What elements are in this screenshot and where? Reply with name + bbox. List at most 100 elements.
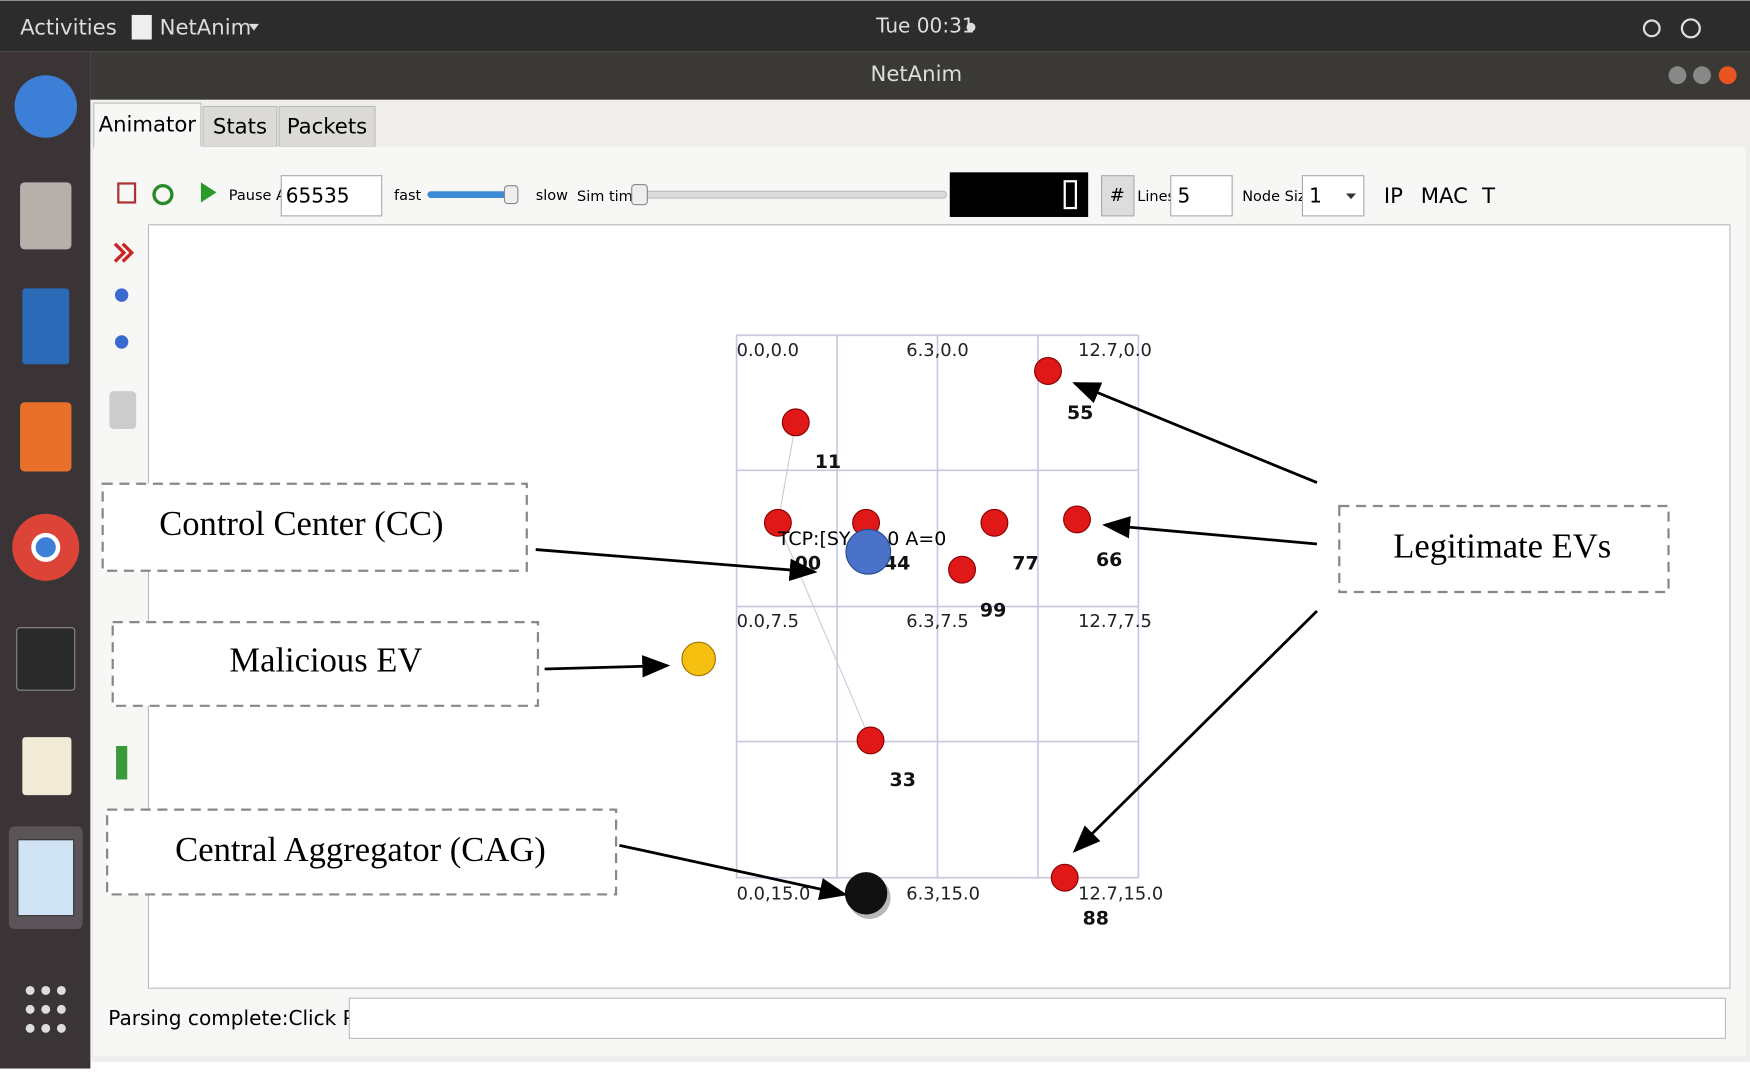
launcher-writer[interactable] — [22, 288, 70, 365]
grid-label: 12.7,0.0 — [1078, 340, 1152, 361]
close-button[interactable] — [1718, 66, 1737, 85]
menu-caret — [248, 23, 259, 31]
app-menu[interactable]: NetAnim — [160, 14, 252, 39]
top-bar — [0, 0, 1750, 52]
status-text: Parsing complete:Click Play — [108, 1006, 384, 1030]
battery-tool[interactable] — [116, 745, 128, 780]
node-size-label: Node Size — [1242, 189, 1314, 205]
window-title: NetAnim — [870, 61, 962, 86]
speed-handle[interactable] — [503, 185, 519, 205]
zoom-in[interactable] — [114, 288, 129, 302]
tab-label: Packets — [287, 114, 367, 139]
annotation: Malicious EV — [229, 641, 422, 679]
volume-icon[interactable] — [1642, 19, 1661, 38]
lines-label: Lines — [1137, 189, 1175, 205]
open-button[interactable] — [117, 182, 137, 204]
time-slider[interactable] — [635, 190, 947, 199]
aggregator-node[interactable] — [844, 872, 888, 915]
minimize-button[interactable] — [1668, 66, 1687, 85]
clock[interactable]: Tue 00:31 — [875, 14, 975, 38]
launcher-netanim[interactable] — [17, 839, 75, 917]
link — [777, 422, 797, 523]
grid-button[interactable] — [1101, 175, 1135, 217]
annotation-boxes — [101, 482, 1670, 896]
grid-label: 6.3,7.5 — [906, 611, 968, 632]
tab-label: Stats — [213, 114, 267, 139]
launcher-terminal[interactable] — [16, 627, 76, 691]
maximize-button[interactable] — [1693, 66, 1711, 85]
side-tool[interactable] — [113, 242, 135, 263]
node-label: 77 — [1012, 553, 1038, 575]
reload-button[interactable] — [152, 184, 174, 206]
launcher-store[interactable] — [20, 402, 72, 472]
pause-at-value: 65535 — [286, 183, 350, 207]
mac-button[interactable]: MAC — [1421, 183, 1468, 208]
node-label: 66 — [1096, 549, 1122, 571]
ev-node[interactable] — [856, 726, 885, 755]
ev-node[interactable] — [948, 555, 977, 584]
grid-label: 0.0,7.5 — [737, 611, 799, 632]
ev-node[interactable] — [980, 508, 1009, 537]
status-input[interactable] — [348, 997, 1727, 1039]
node-label: 11 — [815, 451, 841, 473]
node-label: 55 — [1067, 402, 1093, 424]
node-size-value: 1 — [1309, 183, 1322, 207]
play-button[interactable] — [200, 182, 217, 203]
speed-slider[interactable] — [427, 191, 517, 199]
pause-at-input[interactable] — [280, 175, 383, 217]
ev-node[interactable] — [763, 508, 792, 537]
packet-label: TCP:[SY — [777, 528, 851, 550]
app-icon — [131, 14, 152, 40]
combo-caret — [1345, 193, 1357, 200]
time-digit — [1063, 180, 1078, 210]
annotation: Legitimate EVs — [1393, 528, 1611, 566]
tab-label: Animator — [99, 111, 197, 136]
zoom-out[interactable] — [114, 335, 129, 349]
pause-at-label: Pause At — [229, 188, 292, 204]
grid-label: 0.0,0.0 — [737, 340, 799, 361]
grid-label: 6.3,0.0 — [906, 340, 968, 361]
title-bar — [90, 51, 1750, 100]
t-button[interactable]: T — [1481, 183, 1495, 208]
annotation: Control Center (CC) — [159, 505, 443, 543]
clock-dot — [966, 22, 976, 32]
malicious-node[interactable] — [681, 641, 716, 677]
node-label: 88 — [1083, 907, 1109, 929]
power-icon[interactable] — [1680, 18, 1701, 39]
annotation: Central Aggregator (CAG) — [175, 831, 546, 869]
launcher-editor[interactable] — [22, 737, 72, 796]
time-display — [949, 172, 1089, 217]
launcher-firefox[interactable] — [14, 75, 78, 138]
grid-label: 0.0,15.0 — [737, 883, 811, 904]
packet-label: 0 A=0 — [887, 528, 946, 550]
time-handle[interactable] — [631, 184, 648, 206]
app-grid[interactable] — [25, 985, 66, 1033]
grid-label: 12.7,7.5 — [1078, 611, 1152, 632]
side-tool[interactable] — [109, 391, 137, 430]
ev-node[interactable] — [1034, 357, 1062, 385]
fast-label: fast — [394, 188, 422, 204]
lines-spinbox[interactable] — [1170, 175, 1233, 217]
chrome-center — [31, 532, 61, 562]
ev-node[interactable] — [1063, 505, 1091, 534]
ip-button[interactable]: IP — [1384, 183, 1403, 208]
ev-node[interactable] — [1050, 863, 1079, 892]
grid-label: 12.7,15.0 — [1078, 883, 1163, 904]
grid-label: 6.3,15.0 — [906, 883, 980, 904]
node-label: 99 — [980, 599, 1006, 621]
ev-node[interactable] — [781, 408, 810, 437]
node-label: 33 — [890, 769, 916, 791]
grid — [735, 334, 1140, 879]
slow-label: slow — [536, 188, 568, 204]
grid-icon: # — [1110, 185, 1125, 206]
activities[interactable]: Activities — [20, 14, 117, 39]
sim-time-label: Sim time — [577, 189, 642, 205]
lines-value: 5 — [1177, 183, 1190, 207]
control-center-node[interactable] — [845, 528, 892, 575]
launcher-files[interactable] — [20, 182, 72, 250]
node-label: 44 — [884, 553, 910, 575]
arrows — [535, 381, 1318, 900]
